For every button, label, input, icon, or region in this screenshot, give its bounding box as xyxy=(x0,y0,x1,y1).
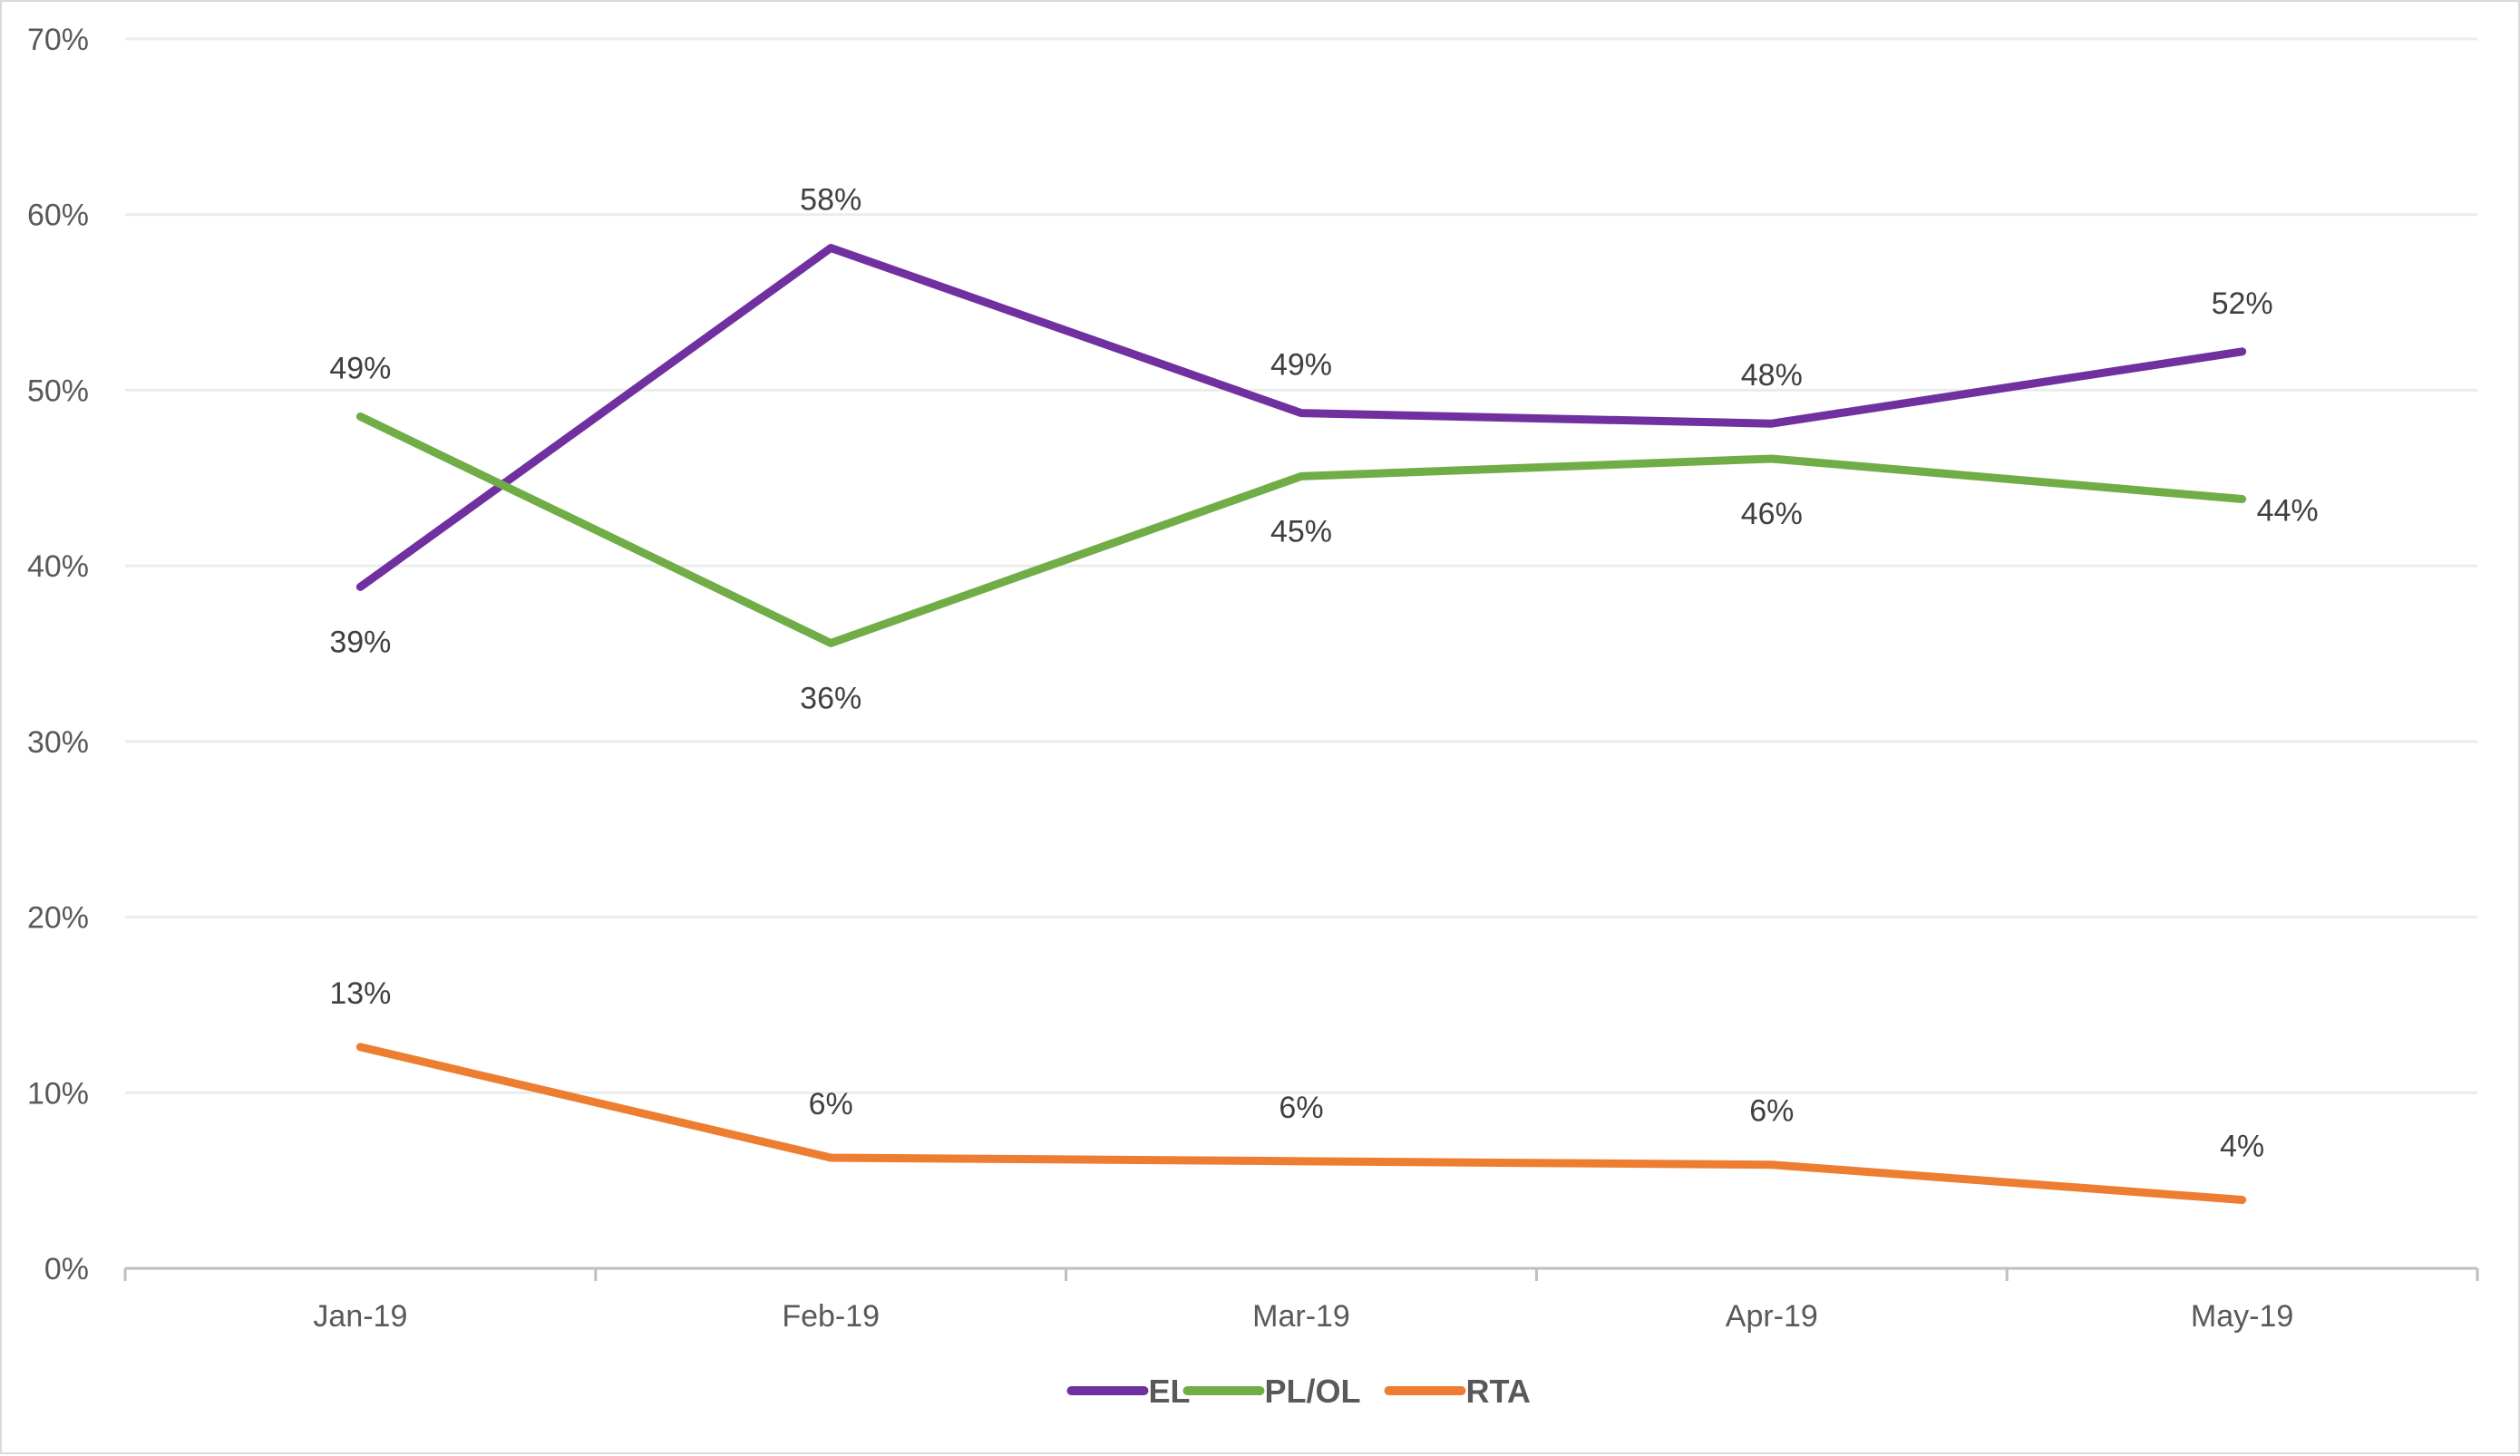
data-label-rta: 13% xyxy=(329,976,391,1011)
series-line-rta xyxy=(355,1043,2247,1204)
x-tick-label: Feb-19 xyxy=(782,1299,880,1334)
y-tick-label: 50% xyxy=(27,374,89,408)
data-label-pl-ol: 49% xyxy=(329,351,391,385)
y-tick-label: 70% xyxy=(27,23,89,57)
data-label-rta: 4% xyxy=(2220,1129,2264,1163)
data-label-el: 52% xyxy=(2212,286,2273,321)
y-tick-label: 10% xyxy=(27,1076,89,1111)
data-label-pl-ol: 44% xyxy=(2257,494,2319,529)
y-tick-label: 0% xyxy=(44,1252,89,1286)
x-tick-label: Apr-19 xyxy=(1726,1299,1818,1334)
legend-label-pl-ol: PL/OL xyxy=(1265,1373,1361,1410)
y-tick-label: 20% xyxy=(27,901,89,936)
data-label-pl-ol: 36% xyxy=(800,681,861,715)
data-label-rta: 6% xyxy=(1749,1094,1794,1129)
data-labels: 39% 58% 49% 48% 52% 49% 36% 45% 46% 44% 13% 6% 6% 6% 4… xyxy=(329,183,2318,1164)
y-axis-tick-labels: 0% 10% 20% 30% 40% 50% 60% 70% xyxy=(27,23,89,1286)
x-tick-label: May-19 xyxy=(2191,1299,2293,1334)
series-line-pl-ol xyxy=(355,412,2247,647)
x-axis xyxy=(123,1267,2479,1281)
data-label-el: 49% xyxy=(1270,348,1332,383)
series-lines xyxy=(355,244,2247,1204)
data-label-pl-ol: 45% xyxy=(1270,514,1332,548)
series-line-el xyxy=(355,244,2247,591)
legend-label-rta: RTA xyxy=(1466,1373,1531,1410)
x-axis-tick-labels: Jan-19 Feb-19 Mar-19 Apr-19 May-19 xyxy=(313,1299,2293,1334)
x-tick-label: Mar-19 xyxy=(1252,1299,1350,1334)
y-tick-label: 60% xyxy=(27,199,89,233)
data-label-rta: 6% xyxy=(809,1087,853,1121)
y-tick-label: 40% xyxy=(27,549,89,584)
data-label-pl-ol: 46% xyxy=(1741,497,1803,531)
y-tick-label: 30% xyxy=(27,725,89,760)
legend: EL PL/OL RTA xyxy=(1066,1373,1531,1410)
data-label-el: 58% xyxy=(800,183,861,218)
data-label-el: 48% xyxy=(1741,358,1803,393)
data-label-el: 39% xyxy=(329,625,391,659)
gridlines xyxy=(125,37,2477,1094)
data-label-rta: 6% xyxy=(1279,1091,1323,1125)
x-tick-label: Jan-19 xyxy=(313,1299,407,1334)
